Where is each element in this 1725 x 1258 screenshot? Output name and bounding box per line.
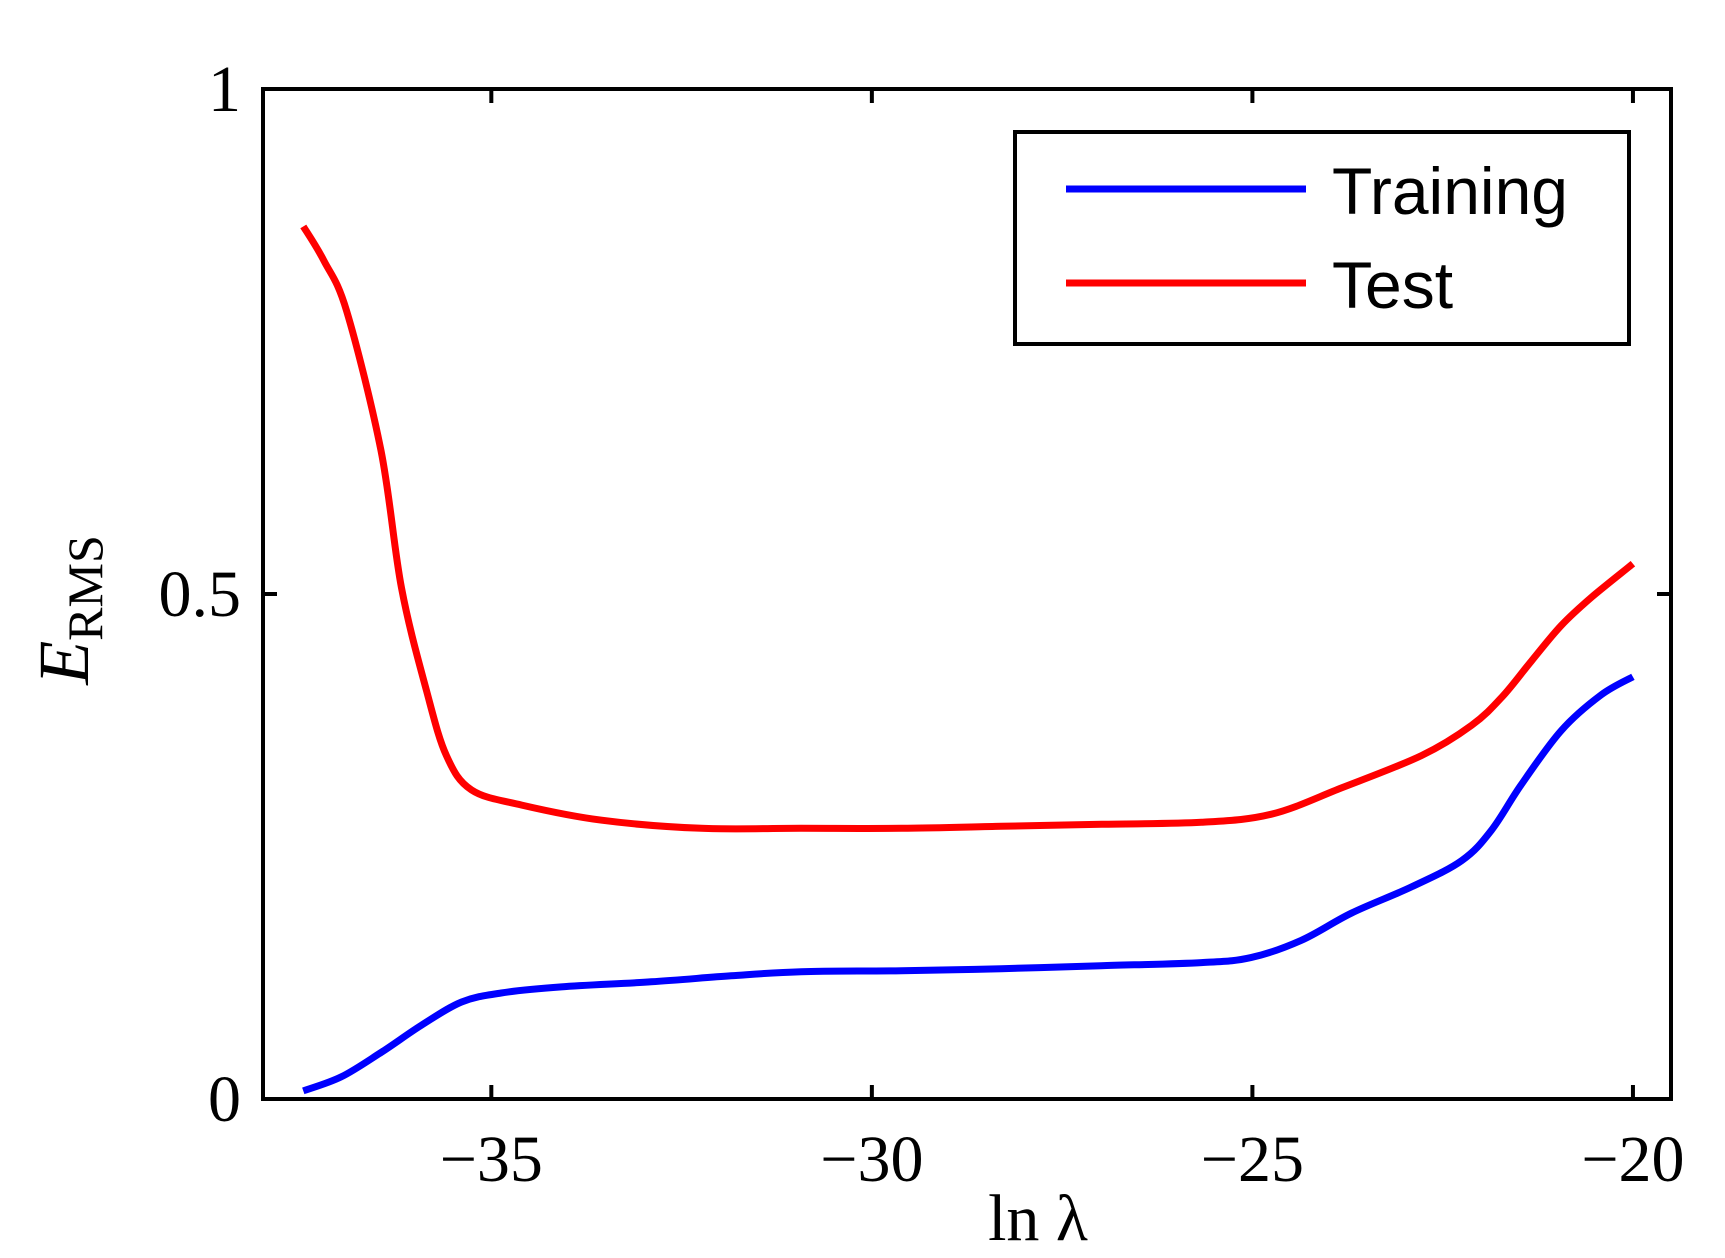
axis-ticks — [263, 87, 1671, 1101]
y-axis-label-main: E — [24, 641, 104, 686]
x-axis-label: ln λ — [988, 1182, 1088, 1255]
y-tick-label: 1 — [208, 53, 241, 126]
axis-tick-labels: −35 −30 −25 −20 0 0.5 1 — [159, 53, 1685, 1196]
x-tick-label: −35 — [440, 1123, 543, 1196]
x-tick-label: −30 — [820, 1123, 923, 1196]
y-axis-label-subscript: RMS — [57, 535, 113, 641]
x-tick-label: −25 — [1201, 1123, 1304, 1196]
series-line-training — [302, 673, 1635, 1095]
x-tick-label: −20 — [1581, 1123, 1684, 1196]
series-layer — [300, 224, 1636, 1095]
legend-label-test: Test — [1332, 248, 1453, 322]
y-tick-label: 0.5 — [159, 558, 242, 631]
legend: Training Test — [1013, 130, 1631, 346]
legend-box — [1013, 130, 1631, 346]
y-tick-label: 0 — [208, 1063, 241, 1136]
y-axis-label: ERMS — [24, 535, 113, 686]
legend-label-training: Training — [1332, 154, 1568, 228]
svg-text:ERMS: ERMS — [24, 535, 113, 686]
series-line-test — [300, 224, 1636, 833]
